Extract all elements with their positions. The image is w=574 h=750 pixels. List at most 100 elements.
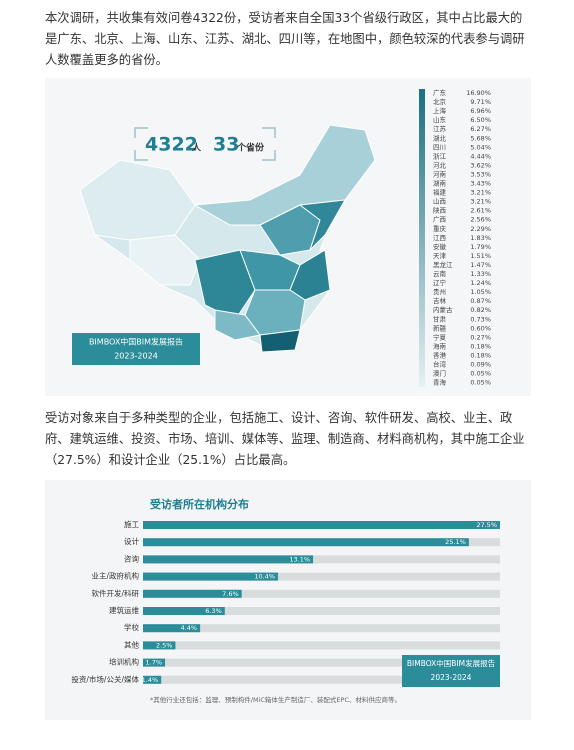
category-label: 业主/政府机构	[91, 571, 139, 581]
legend-value: 9.71%	[470, 98, 491, 106]
legend: 广东 16.90% 北京 9.71% 上海 6.96% 山东 6.50% 江苏 6.27% 湖北 5.…	[433, 88, 491, 387]
legend-name: 陕西	[433, 206, 447, 215]
legend-value: 0.60%	[470, 324, 491, 332]
legend-value: 16.90%	[466, 89, 491, 97]
badge-text: 2023-2024	[431, 673, 472, 682]
category-label: 其他	[124, 639, 139, 649]
legend-value: 3.43%	[470, 180, 491, 188]
legend-value: 1.83%	[470, 234, 491, 242]
legend-name: 四川	[433, 143, 446, 151]
legend-name: 山东	[433, 115, 447, 124]
category-label: 软件开发/科研	[91, 588, 139, 598]
bar	[143, 555, 314, 564]
bars: 施工 27.5% 设计 25.1% 咨询 13.1% 业主/政府机构 10.4% 软件开发/科研…	[71, 519, 500, 684]
badge-text: BIMBOX中国BIM发展报告	[407, 658, 496, 668]
category-label: 建筑运维	[109, 605, 139, 615]
legend-name: 河南	[433, 169, 447, 178]
value-label: 4.4%	[181, 624, 198, 632]
legend-name: 内蒙古	[433, 305, 453, 314]
legend-name: 新疆	[433, 323, 447, 332]
value-label: 7.6%	[222, 590, 239, 598]
value-label: 1.4%	[142, 676, 159, 684]
stat-number: 33	[213, 134, 239, 156]
legend-value: 2.56%	[470, 216, 491, 224]
legend-value: 6.96%	[470, 107, 491, 115]
legend-scale	[419, 89, 425, 387]
legend-value: 1.51%	[470, 252, 491, 260]
paragraph: 受访对象来自于多种类型的企业，包括施工、设计、咨询、软件研发、高校、业主、政府、…	[45, 411, 525, 467]
legend-name: 香港	[433, 350, 447, 359]
legend-value: 6.50%	[470, 116, 491, 124]
bar-track	[143, 658, 500, 667]
legend-value: 0.05%	[470, 370, 491, 378]
legend-value: 0.18%	[470, 351, 491, 359]
legend-value: 1.33%	[470, 270, 491, 278]
bar-track	[143, 589, 500, 598]
legend-name: 重庆	[433, 224, 447, 233]
bar	[143, 589, 242, 598]
value-label: 2.5%	[156, 641, 173, 649]
category-label: 学校	[124, 622, 139, 632]
legend-value: 3.21%	[470, 189, 491, 197]
badge-text: BIMBOX中国BIM发展报告	[89, 337, 183, 347]
legend-name: 北京	[433, 97, 447, 106]
legend-name: 黑龙江	[433, 260, 453, 269]
map	[79, 124, 376, 353]
chart-title: 受访者所在机构分布	[150, 497, 249, 511]
legend-name: 辽宁	[433, 278, 447, 287]
stat-number: 4322	[145, 134, 198, 156]
category-label: 培训机构	[109, 657, 139, 667]
legend-value: 2.61%	[470, 207, 491, 215]
bar	[143, 641, 176, 650]
legend-name: 宁夏	[433, 332, 447, 341]
bar	[143, 607, 225, 615]
legend-name: 河北	[433, 161, 447, 169]
legend-value: 6.27%	[470, 125, 491, 133]
value-label: 13.1%	[289, 555, 310, 563]
legend-name: 台湾	[433, 360, 447, 369]
legend-name: 上海	[433, 106, 447, 115]
badge-text: 2023-2024	[114, 352, 158, 361]
value-label: 6.3%	[205, 607, 222, 615]
legend-value: 0.05%	[470, 379, 491, 387]
badge	[72, 333, 200, 365]
bar-track	[143, 555, 500, 564]
legend-name: 甘肃	[433, 314, 447, 323]
legend-name: 安徽	[433, 242, 447, 251]
value-label: 1.7%	[146, 659, 163, 667]
legend-name: 浙江	[433, 151, 447, 160]
value-label: 25.1%	[445, 538, 466, 546]
paragraph: 本次调研，共收集有效问卷4322份，受访者来自全国33个省级行政区，其中占比最大…	[45, 11, 525, 67]
legend-name: 澳门	[433, 369, 446, 378]
bar-track	[143, 572, 500, 581]
legend-value: 1.79%	[470, 243, 491, 251]
category-label: 投资/市场/公关/媒体	[71, 674, 139, 684]
legend-value: 2.29%	[470, 225, 491, 233]
legend-value: 4.44%	[470, 152, 491, 160]
category-label: 设计	[124, 536, 139, 546]
legend-value: 1.47%	[470, 261, 491, 269]
bar-track	[143, 675, 500, 684]
legend-value: 0.82%	[470, 306, 491, 314]
stats-frame	[134, 127, 276, 161]
bar	[143, 521, 500, 529]
category-label: 咨询	[124, 553, 139, 563]
legend-value: 1.24%	[470, 279, 491, 287]
bar	[143, 624, 201, 633]
legend-value: 3.21%	[470, 198, 491, 206]
legend-value: 5.68%	[470, 134, 491, 142]
legend-value: 0.18%	[470, 342, 491, 350]
legend-value: 1.05%	[470, 288, 491, 296]
legend-name: 湖南	[433, 179, 447, 188]
category-label: 施工	[124, 519, 139, 529]
bar	[143, 658, 166, 667]
bar	[143, 538, 469, 547]
legend-name: 山西	[433, 197, 447, 206]
legend-name: 广西	[433, 215, 447, 224]
badge	[402, 655, 500, 687]
legend-name: 天津	[433, 252, 447, 260]
legend-value: 3.53%	[470, 170, 491, 178]
stat-unit: 人	[191, 142, 202, 154]
